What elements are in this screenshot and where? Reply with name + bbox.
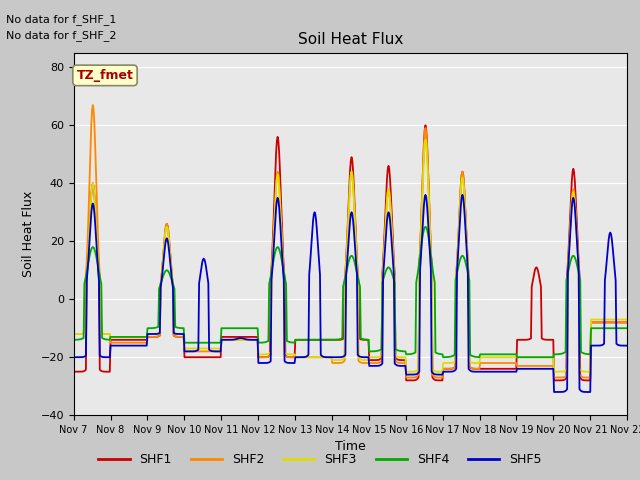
Text: No data for f_SHF_2: No data for f_SHF_2 (6, 30, 117, 41)
Text: TZ_fmet: TZ_fmet (77, 69, 133, 82)
X-axis label: Time: Time (335, 441, 366, 454)
Legend: SHF1, SHF2, SHF3, SHF4, SHF5: SHF1, SHF2, SHF3, SHF4, SHF5 (93, 448, 547, 471)
Title: Soil Heat Flux: Soil Heat Flux (298, 33, 403, 48)
Text: No data for f_SHF_1: No data for f_SHF_1 (6, 13, 116, 24)
Y-axis label: Soil Heat Flux: Soil Heat Flux (22, 191, 35, 277)
